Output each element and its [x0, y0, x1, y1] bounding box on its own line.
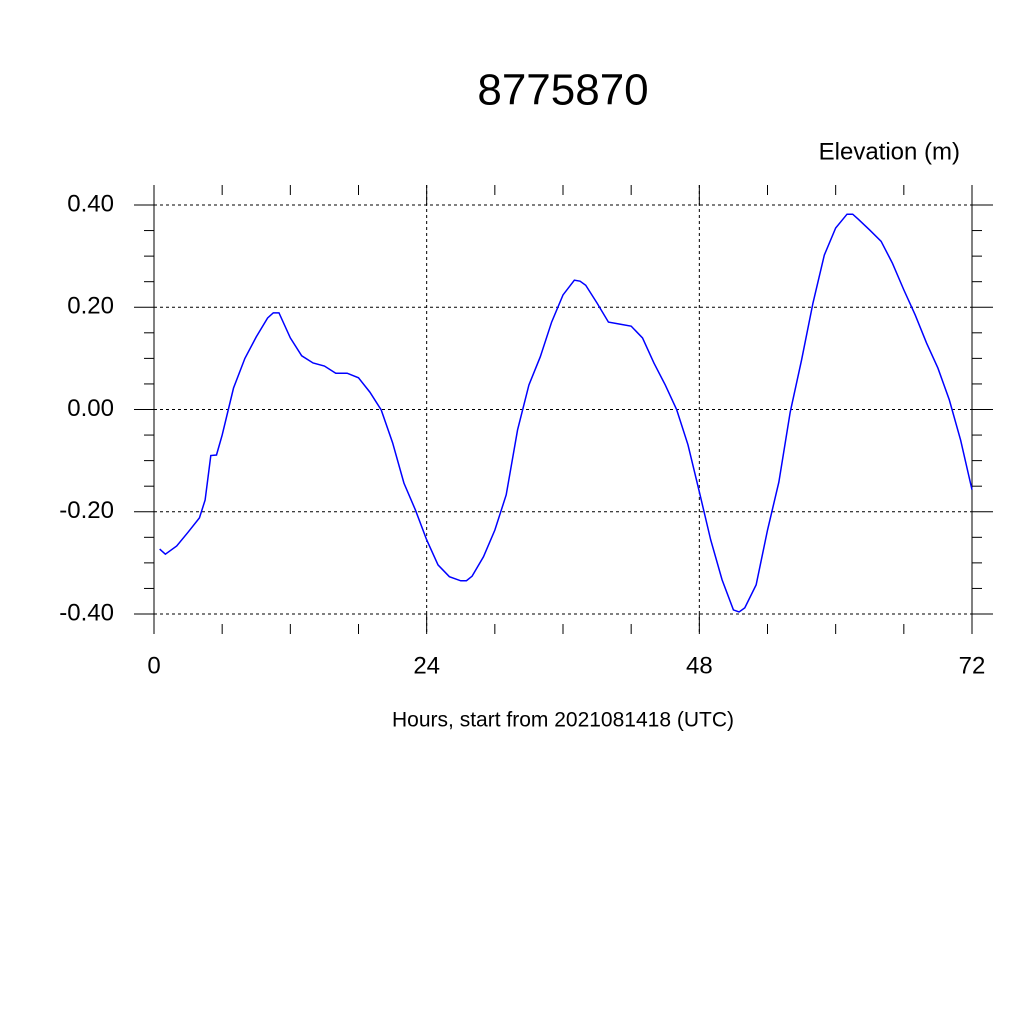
y-tick-label: 0.20	[67, 293, 114, 320]
x-tick-label: 0	[147, 652, 160, 679]
x-axis-label: Hours, start from 2021081418 (UTC)	[392, 709, 734, 732]
y-axis-label: Elevation (m)	[819, 138, 960, 165]
x-tick-label: 24	[413, 652, 440, 679]
x-tick-label: 48	[686, 652, 713, 679]
data-line	[159, 213, 973, 613]
y-tick-label: 0.40	[67, 190, 114, 217]
x-tick-label: 72	[959, 652, 986, 679]
chart-title: 8775870	[477, 66, 648, 115]
y-tick-label: -0.40	[59, 599, 114, 626]
y-tick-label: -0.20	[59, 497, 114, 524]
y-tick-label: 0.00	[67, 395, 114, 422]
